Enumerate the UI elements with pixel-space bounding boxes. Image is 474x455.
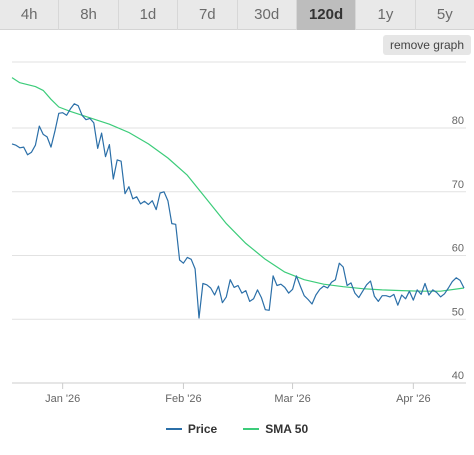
x-tick-label-2: Mar '26 <box>274 393 310 405</box>
legend-item-price[interactable]: Price <box>165 422 218 436</box>
tab-5y[interactable]: 5y <box>436 6 453 23</box>
x-tick-label-3: Apr '26 <box>396 393 431 405</box>
timeframe-tabs: 4h 8h 1d 7d 30d 120d 1y 5y <box>0 0 474 30</box>
tab-1d[interactable]: 1d <box>119 0 179 30</box>
legend-item-sma[interactable]: SMA 50 <box>243 422 308 436</box>
x-tick-label-1: Feb '26 <box>165 393 201 405</box>
tab-8h[interactable]: 8h <box>59 0 119 30</box>
legend-swatch-sma <box>243 428 260 430</box>
legend-label-sma: SMA 50 <box>265 422 309 436</box>
x-tick-label-0: Jan '26 <box>45 393 80 405</box>
tab-120d[interactable]: 120d <box>296 0 357 30</box>
tab-7d[interactable]: 7d <box>178 0 238 30</box>
chart-legend: Price SMA 50 <box>0 420 474 438</box>
series-line-price <box>11 103 465 319</box>
tab-30d[interactable]: 30d <box>238 0 297 30</box>
legend-swatch-price <box>165 428 182 430</box>
y-tick-label-50: 50 <box>452 306 464 318</box>
y-tick-label-60: 60 <box>452 243 464 255</box>
y-tick-label-70: 70 <box>452 179 464 191</box>
legend-label-price: Price <box>187 422 218 436</box>
y-tick-label-40: 40 <box>452 370 464 382</box>
remove-graph-button[interactable]: remove graph <box>382 35 471 55</box>
y-tick-label-80: 80 <box>452 115 464 127</box>
tab-4h[interactable]: 4h <box>0 0 60 30</box>
series-line-sma <box>11 77 465 292</box>
tab-1y[interactable]: 1y <box>356 0 416 30</box>
